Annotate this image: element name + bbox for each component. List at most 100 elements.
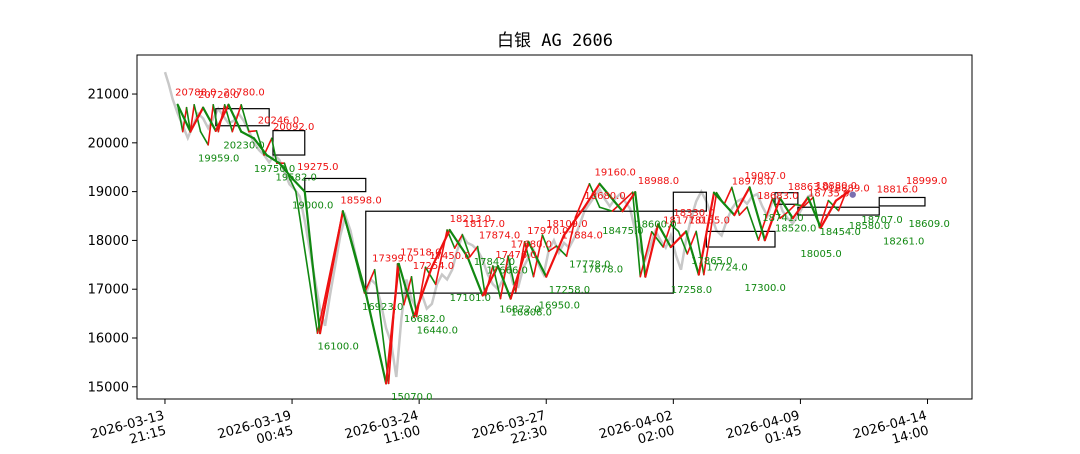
value-label: 18600.0 — [635, 220, 676, 231]
zigzag-segment — [703, 191, 718, 276]
stroke-segment — [545, 233, 566, 278]
zigzag-segment — [695, 230, 705, 276]
stroke-segment — [412, 266, 433, 318]
zigzag-segment — [541, 234, 550, 253]
zigzag-segment — [484, 265, 494, 297]
chart-title: 白银 AG 2606 — [497, 31, 613, 51]
value-label: 17476.0 — [495, 250, 536, 261]
value-label: 17884.0 — [561, 230, 602, 241]
y-tick-label: 16000 — [88, 332, 129, 347]
y-tick-label: 19000 — [88, 185, 129, 200]
stroke-segment — [634, 191, 647, 278]
zigzag-segment — [415, 266, 427, 318]
value-label: 17450.0 — [429, 251, 470, 262]
x-tick-label: 2026-03-1900:45 — [216, 408, 297, 450]
value-label: 17666.0 — [487, 266, 528, 277]
pivot-box — [272, 130, 306, 156]
value-label: 16682.0 — [404, 314, 445, 325]
stroke-segment — [819, 199, 838, 229]
value-label: 16440.0 — [417, 326, 458, 337]
zigzag-segment — [662, 223, 672, 248]
zigzag-segment — [476, 245, 487, 297]
stroke-segment — [481, 264, 500, 297]
value-label: 17300.0 — [745, 283, 786, 294]
zigzag-segment — [686, 230, 698, 255]
value-label: 16100.0 — [317, 342, 358, 353]
y-tick-label: 17000 — [88, 283, 129, 298]
stroke-segment — [397, 262, 416, 318]
value-label: 17970.0 — [527, 226, 568, 237]
stroke-segment — [748, 186, 766, 242]
stroke-segment — [341, 210, 367, 295]
stroke-segment — [621, 191, 637, 213]
value-label: 18185.0 — [689, 215, 730, 226]
zigzag-segment — [547, 245, 558, 253]
pivot-box — [774, 192, 799, 205]
stroke-segment — [318, 210, 344, 335]
value-label: 18454.0 — [819, 227, 860, 238]
value-label: 18863.0 — [788, 182, 829, 193]
x-tick-label: 2026-03-1321:15 — [89, 408, 170, 450]
value-label: 19087.0 — [745, 171, 786, 182]
stroke-segment — [430, 228, 451, 269]
stroke-segment — [448, 228, 469, 258]
pivot-box — [672, 191, 707, 212]
zigzag-segment — [532, 234, 544, 278]
stroke-segment — [252, 137, 268, 157]
stroke-segment — [806, 196, 822, 229]
value-label: 20720.0 — [198, 90, 239, 101]
stroke-segment — [778, 197, 794, 220]
value-label: 17399.0 — [372, 253, 413, 264]
value-label: 18609.0 — [908, 219, 949, 230]
value-label: 17778.0 — [569, 259, 610, 270]
zigzag-segment — [588, 183, 601, 209]
stroke-segment — [278, 162, 294, 180]
stroke-segment — [583, 182, 601, 209]
stroke-segment — [669, 230, 688, 249]
value-label: 17101.0 — [450, 293, 491, 304]
value-label: 18999.0 — [906, 176, 947, 187]
x-tick-label: 2026-04-0901:45 — [725, 408, 806, 450]
zigzag-segment — [461, 233, 471, 258]
last-price-marker — [849, 191, 856, 198]
value-label: 17724.0 — [706, 263, 747, 274]
value-label: 19582.0 — [276, 172, 317, 183]
value-label: 18816.0 — [877, 185, 918, 196]
stroke-segment — [712, 191, 736, 217]
stroke-segment — [265, 153, 281, 165]
zigzag-segment — [677, 230, 689, 255]
value-label: 17678.0 — [582, 265, 623, 276]
stroke-segment — [466, 255, 484, 297]
zigzag-segment — [240, 103, 250, 133]
zigzag-segment — [176, 103, 184, 133]
zigzag-segment — [746, 206, 760, 241]
value-label: 20788.0 — [175, 87, 216, 98]
stroke-segment — [496, 264, 512, 300]
value-label: 19750.0 — [254, 164, 295, 175]
zigzag-segment — [248, 130, 258, 133]
value-label: 19959.0 — [198, 153, 239, 164]
price-series-line — [163, 71, 814, 378]
value-label: 18177.0 — [663, 215, 704, 226]
stroke-segment — [176, 103, 192, 133]
value-label: 18880.0 — [816, 181, 857, 192]
value-label: 18680.0 — [584, 191, 625, 202]
stroke-segment — [214, 103, 230, 132]
value-label: 18475.0 — [602, 226, 643, 237]
stroke-segment — [290, 177, 306, 193]
stroke-segment — [733, 186, 751, 217]
stroke-segment — [385, 262, 400, 385]
value-label: 18117.0 — [464, 219, 505, 230]
value-label: 17258.0 — [549, 285, 590, 296]
zigzag-segment — [288, 177, 297, 193]
zigzag-segment — [424, 266, 437, 286]
zigzag-segment — [669, 223, 680, 233]
zigzag-segment — [723, 186, 733, 206]
zigzag-segment — [598, 206, 614, 212]
zigzag-segment — [631, 191, 642, 278]
plot-frame — [136, 54, 973, 400]
stroke-segment — [644, 223, 660, 278]
value-label: 18988.0 — [638, 176, 679, 187]
